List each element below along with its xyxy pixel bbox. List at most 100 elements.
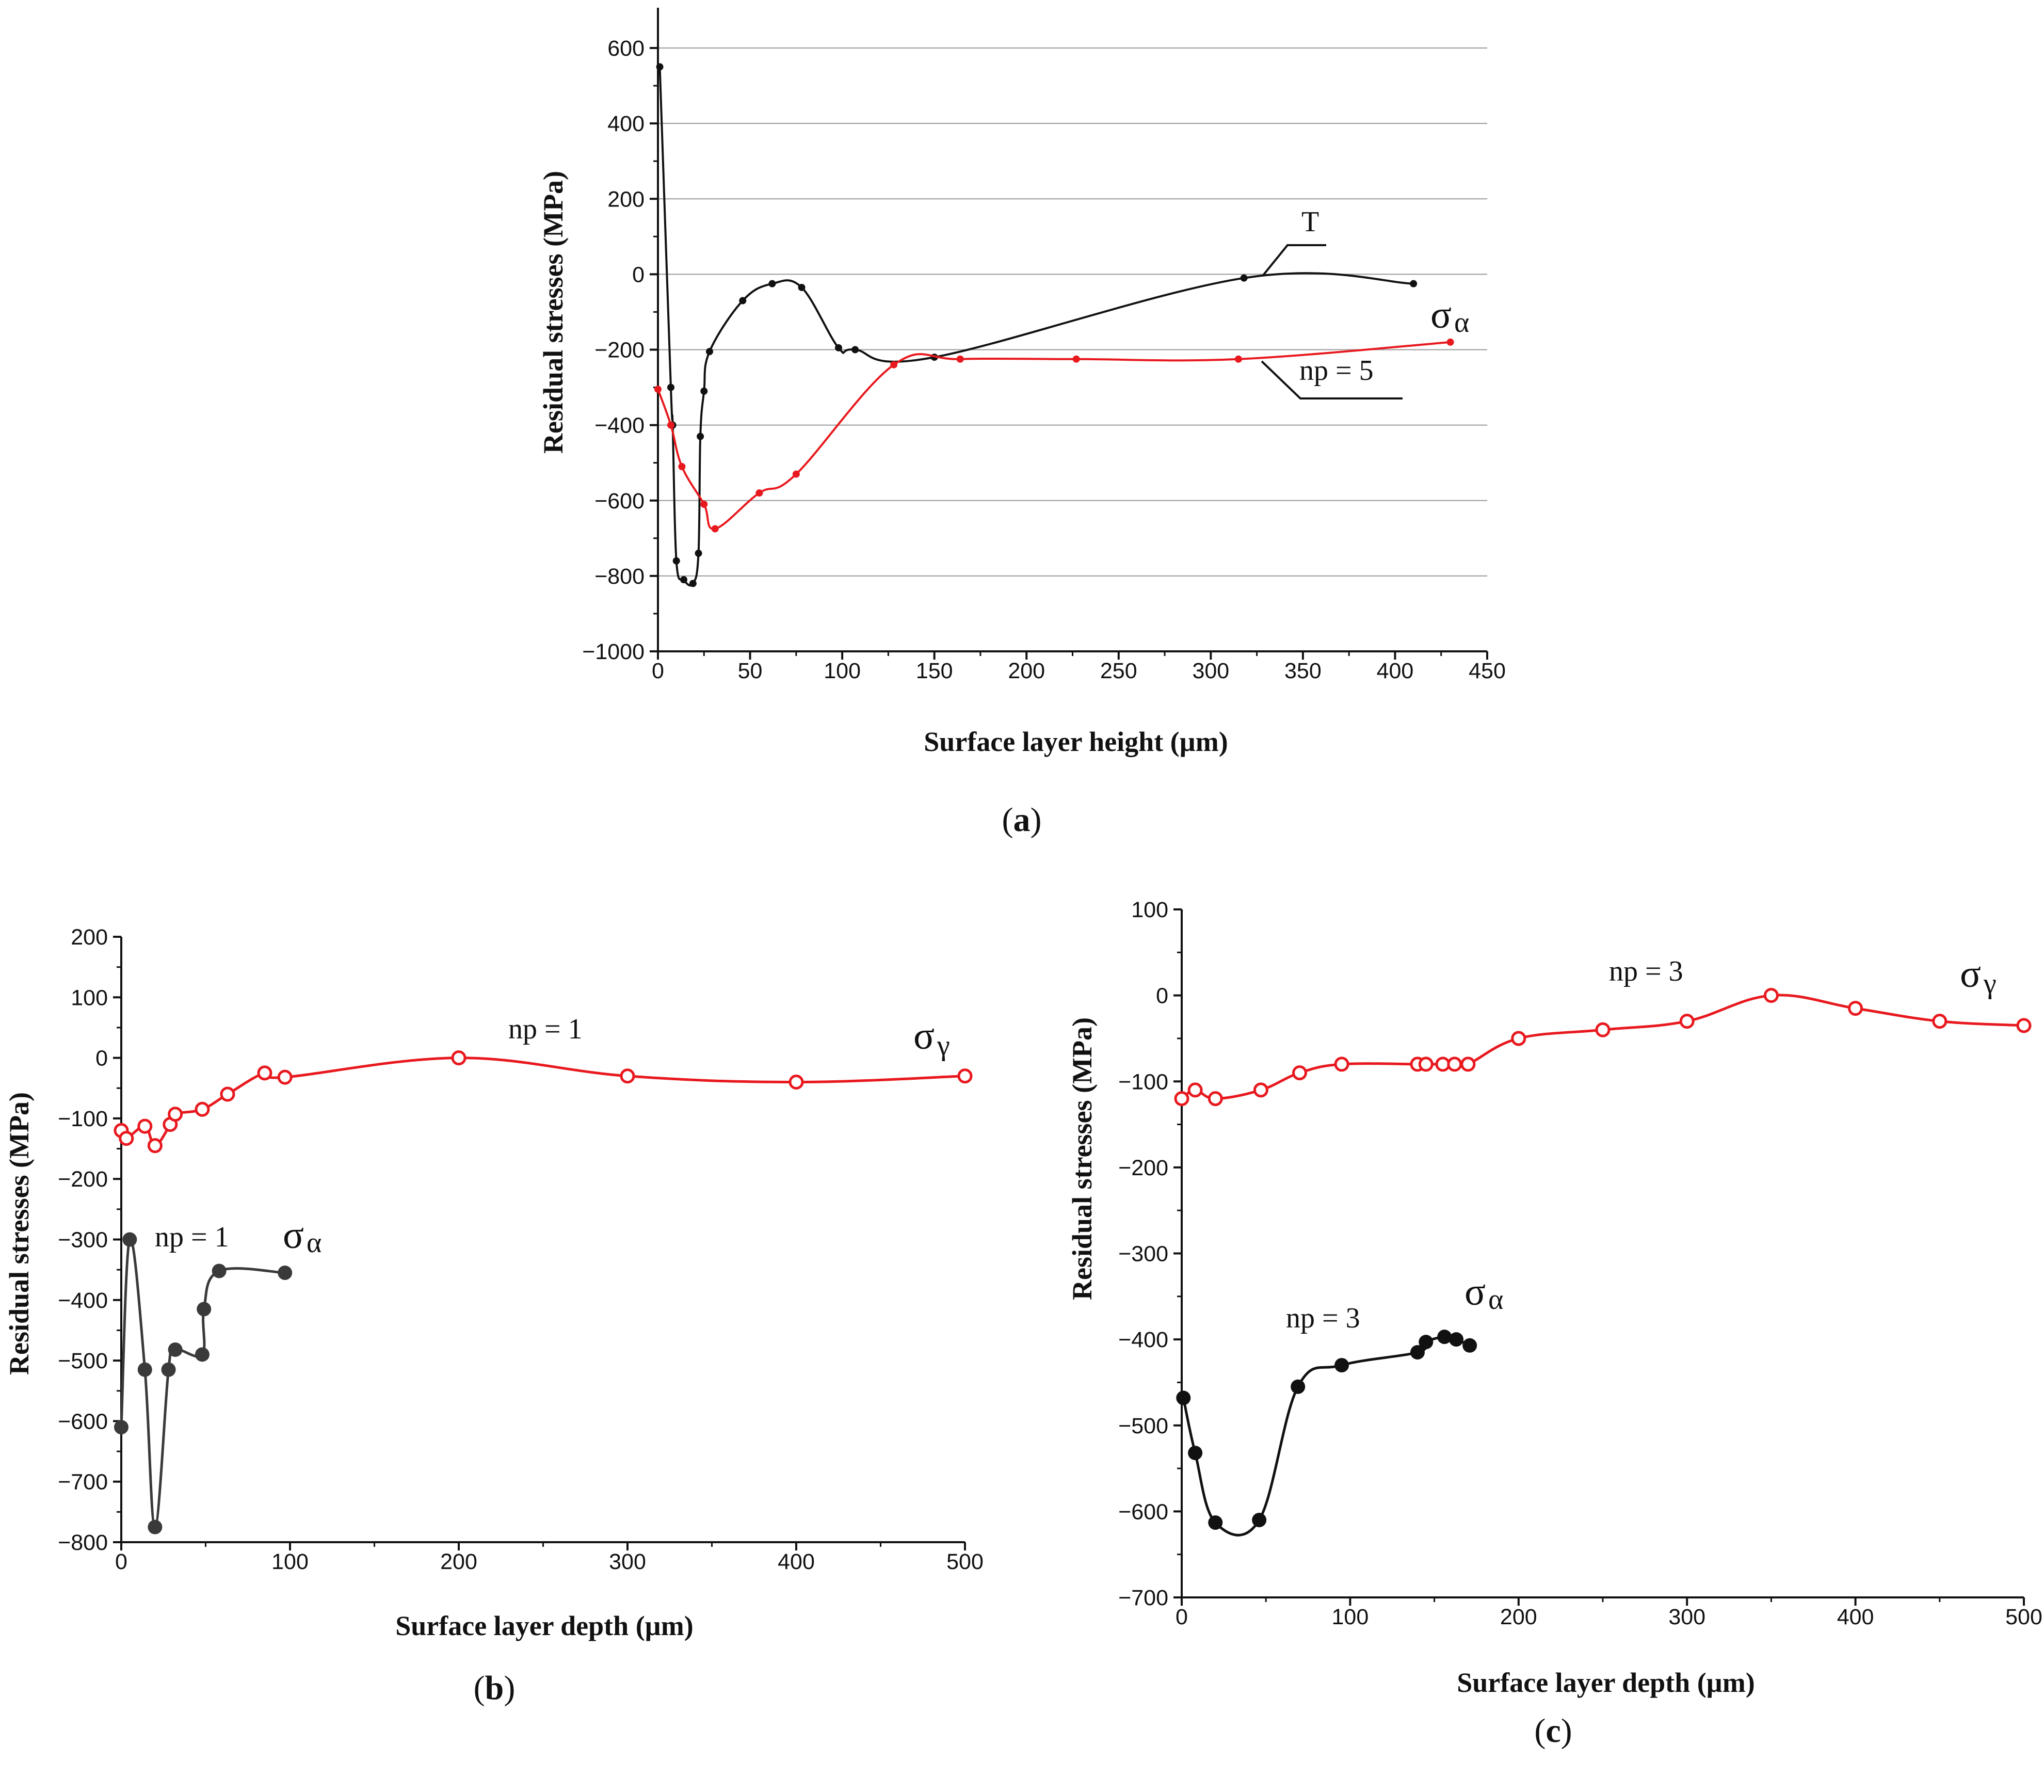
c-x-tick-label: 400 — [1837, 1605, 1874, 1629]
b-series-1-point — [161, 1362, 176, 1377]
c-series-1-point — [1252, 1513, 1267, 1528]
a-series-0-point — [851, 346, 859, 354]
c-series-0-point — [1253, 1082, 1268, 1098]
a-series-1-point — [890, 361, 898, 369]
c-series-0-point — [1763, 988, 1779, 1003]
b-series-0-point — [257, 1065, 272, 1081]
a-y-tick-label: 600 — [607, 36, 645, 61]
c-series-1-point — [1291, 1379, 1306, 1394]
panel-c: 100 0 −100 −200 −300 −400 −500 −600 −700 0 100 200 3… — [1067, 898, 2042, 1750]
c-y-tick-label: −400 — [1118, 1327, 1168, 1352]
b-series-0-point — [220, 1086, 235, 1102]
c-x-tick-label: 200 — [1500, 1605, 1537, 1629]
c-series-0-point — [1187, 1082, 1203, 1098]
panel-a: 600 400 200 0 −200 −400 −600 −800 −1000 0 50 100 150… — [538, 8, 1506, 839]
a-series-0-point — [1240, 274, 1248, 282]
a-gridlines — [658, 47, 1487, 577]
a-series-1-point — [700, 501, 708, 508]
c-series-0-point — [1932, 1014, 1948, 1029]
a-np-label: np = 5 — [1299, 355, 1374, 387]
c-series-0-point — [1460, 1057, 1476, 1072]
c-tick-labels: 100 0 −100 −200 −300 −400 −500 −600 −700 0 100 200 3… — [1118, 898, 2042, 1629]
c-x-axis-label: Surface layer depth (µm) — [1457, 1667, 1755, 1698]
b-np-top-label: np = 1 — [508, 1013, 583, 1045]
c-x-tick-label: 100 — [1332, 1605, 1369, 1629]
svg-text:σ: σ — [913, 1014, 935, 1058]
b-series-1-point — [148, 1519, 163, 1534]
a-series-1-point — [678, 462, 686, 470]
b-x-tick-label: 300 — [609, 1549, 646, 1574]
b-x-tick-label: 500 — [946, 1549, 984, 1574]
b-series-1-line — [120, 1237, 285, 1529]
a-series-0-point — [705, 348, 713, 356]
a-series-0-point — [680, 576, 687, 584]
b-series-1-point — [137, 1362, 152, 1377]
svg-text:γ: γ — [1983, 968, 1997, 1000]
a-series-0-point — [739, 297, 747, 305]
a-series-1-point — [1446, 338, 1454, 346]
a-x-tick-label: 150 — [916, 659, 953, 683]
a-y-tick-label: 400 — [607, 111, 645, 136]
c-series-1-point — [1449, 1332, 1464, 1347]
c-y-axis-label: Residual stresses (MPa) — [1067, 1017, 1098, 1300]
c-y-tick-label: −100 — [1118, 1069, 1168, 1094]
svg-text:σ: σ — [1430, 293, 1452, 337]
a-series-0-point — [834, 344, 842, 351]
b-caption: (b) — [474, 1669, 516, 1707]
c-caption: (c) — [1534, 1712, 1572, 1750]
a-series-0-point — [667, 383, 674, 391]
a-x-tick-label: 50 — [738, 659, 763, 683]
b-y-tick-label: −500 — [58, 1349, 108, 1373]
c-sigma-alpha-label: σ α — [1464, 1270, 1503, 1316]
c-series-0-point — [1447, 1057, 1462, 1072]
b-series-1-point — [195, 1347, 210, 1362]
a-series-1-point — [1072, 355, 1080, 363]
b-series-1-point — [197, 1302, 212, 1317]
b-x-axis-label: Surface layer depth (µm) — [395, 1610, 694, 1641]
a-series-0-point — [768, 280, 776, 287]
b-y-tick-label: −600 — [58, 1409, 108, 1434]
a-x-tick-label: 400 — [1377, 659, 1414, 683]
c-series-0-line — [1181, 994, 2024, 1100]
c-series-1-point — [1437, 1330, 1452, 1345]
svg-text:α: α — [1488, 1284, 1503, 1316]
svg-text:σ: σ — [1464, 1270, 1486, 1314]
b-y-tick-label: −100 — [58, 1107, 108, 1131]
a-np-leader-line — [1261, 360, 1403, 399]
a-series-1-point — [711, 525, 719, 533]
a-y-tick-label: −200 — [594, 338, 645, 363]
b-x-tick-label: 400 — [778, 1549, 815, 1574]
b-series-1-point — [114, 1420, 128, 1435]
c-y-tick-label: −500 — [1118, 1414, 1168, 1438]
c-series-0-point — [1848, 1001, 1863, 1016]
a-t-leader-line — [1262, 244, 1326, 276]
svg-text:α: α — [307, 1227, 321, 1259]
c-y-tick-label: −600 — [1118, 1499, 1168, 1524]
c-series-0-point — [1334, 1057, 1349, 1072]
b-axes — [113, 936, 966, 1550]
b-x-tick-label: 0 — [115, 1549, 127, 1574]
a-x-tick-label: 250 — [1100, 659, 1137, 683]
a-caption: (a) — [1002, 801, 1042, 839]
c-series-1-point — [1188, 1446, 1203, 1461]
svg-text:γ: γ — [937, 1030, 950, 1062]
c-series-0-point — [1174, 1091, 1189, 1107]
a-series-1-line — [657, 341, 1451, 530]
b-y-tick-label: −200 — [58, 1167, 108, 1192]
b-series-0-point — [451, 1050, 466, 1066]
b-y-tick-label: 200 — [71, 925, 108, 950]
b-y-tick-label: −300 — [58, 1228, 108, 1253]
a-series-1-point — [792, 470, 800, 478]
b-sigma-alpha-label: σ α — [283, 1213, 321, 1259]
c-series-0-point — [1418, 1057, 1434, 1072]
a-y-tick-label: −1000 — [582, 639, 645, 664]
b-series-0-point — [168, 1107, 183, 1122]
c-y-tick-label: −700 — [1118, 1586, 1168, 1610]
c-series-1-point — [1419, 1335, 1434, 1350]
a-series-1-point — [667, 421, 674, 429]
c-np-bottom-label: np = 3 — [1286, 1302, 1360, 1334]
a-series-0-point — [689, 580, 697, 587]
a-series-1-point — [1234, 355, 1242, 363]
a-series-0-point — [656, 63, 664, 71]
svg-text:α: α — [1454, 307, 1469, 339]
